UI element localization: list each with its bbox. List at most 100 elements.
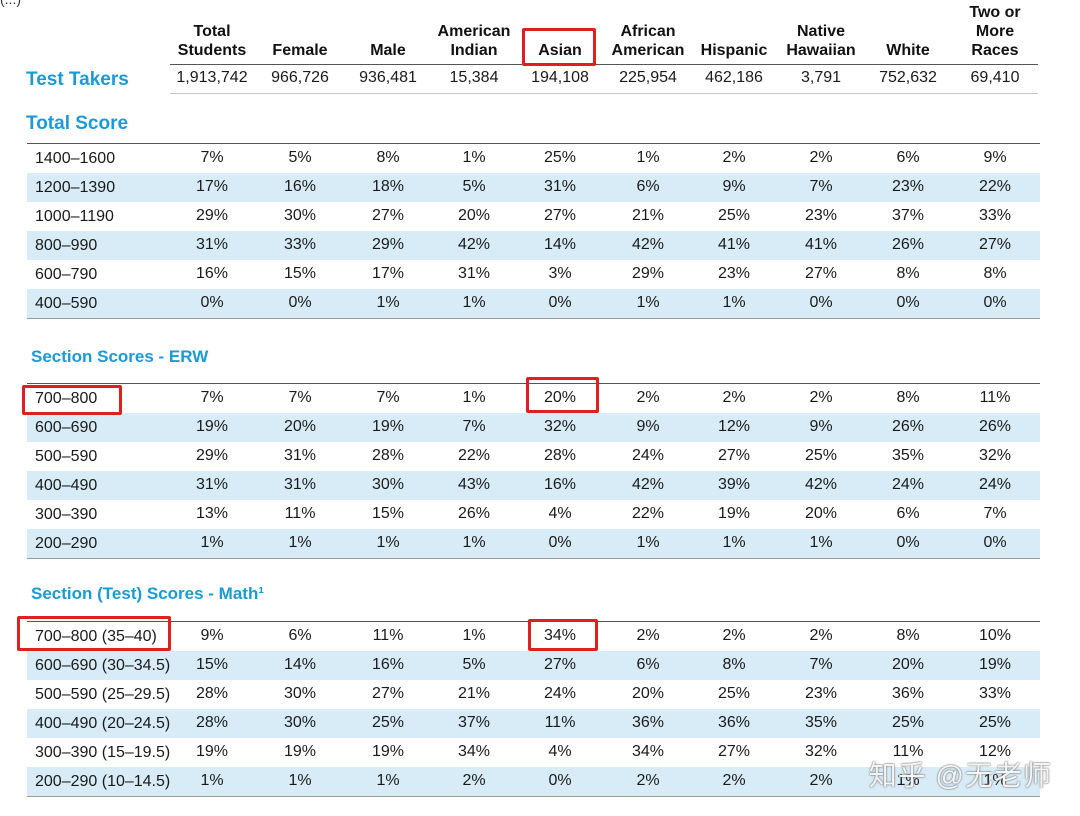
table-cell: 22% [457, 447, 491, 464]
math-score-table: 700–800 (35–40) 9% 6% 11% 1% 34% 2% 2% 2% 8% 10% 60… [27, 621, 1040, 797]
table-cell: 31% [283, 476, 317, 493]
table-cell: 18% [371, 178, 405, 195]
column-header: Male [333, 41, 443, 60]
table-cell: 15% [371, 505, 405, 522]
table-cell: 1% [376, 294, 400, 311]
table-row: 1200–1390 17% 16% 18% 5% 31% 6% 9% 7% 23% 22% [27, 173, 1040, 202]
table-cell: 7% [983, 505, 1007, 522]
test-takers-cell: 752,632 [879, 69, 937, 86]
table-cell: 5% [462, 178, 486, 195]
table-cell: 28% [195, 685, 229, 702]
table-cell: 2% [809, 627, 833, 644]
table-cell: 30% [371, 476, 405, 493]
table-cell: 30% [283, 685, 317, 702]
table-cell: 24% [978, 476, 1012, 493]
table-cell: 6% [896, 149, 920, 166]
table-cell: 15% [195, 656, 229, 673]
table-cell: 1% [200, 534, 224, 551]
table-cell: 16% [543, 476, 577, 493]
row-label: 500–590 (25–29.5) [35, 686, 171, 703]
table-cell: 1% [462, 149, 486, 166]
table-cell: 25% [804, 447, 838, 464]
row-label: 700–800 [35, 390, 98, 407]
row-label: 1400–1600 [35, 150, 116, 167]
table-cell: 25% [543, 149, 577, 166]
column-header: Hispanic [679, 41, 789, 60]
test-takers-label: Test Takers [26, 69, 129, 90]
table-cell: 33% [283, 236, 317, 253]
table-cell: 1% [983, 772, 1007, 789]
table-cell: 31% [195, 476, 229, 493]
table-cell: 11% [979, 389, 1011, 406]
column-header-line: Two or [969, 4, 1021, 21]
section-title-math: Section (Test) Scores - Math¹ [31, 584, 264, 603]
column-header-line: More [975, 23, 1015, 40]
table-cell: 42% [804, 476, 838, 493]
column-header: Asian [505, 41, 615, 60]
table-cell: 31% [543, 178, 577, 195]
table-cell: 29% [631, 265, 665, 282]
table-row: 400–490 31% 31% 30% 43% 16% 42% 39% 42% 24% 24% [27, 471, 1040, 500]
column-header-line: Hispanic [700, 42, 768, 59]
table-cell: 2% [722, 772, 746, 789]
table-cell: 24% [543, 685, 577, 702]
table-cell: 26% [978, 418, 1012, 435]
table-cell: 16% [195, 265, 229, 282]
row-label: 500–590 [35, 448, 98, 465]
table-cell: 9% [983, 149, 1007, 166]
table-row: 200–290 (10–14.5) 1% 1% 1% 2% 0% 2% 2% 2% 1% 1% [27, 767, 1040, 796]
table-cell: 42% [631, 236, 665, 253]
table-cell: 2% [722, 627, 746, 644]
test-takers-cell: 194,108 [531, 69, 589, 86]
table-cell: 27% [371, 685, 405, 702]
row-label: 700–800 (35–40) [35, 628, 157, 645]
table-cell: 25% [891, 714, 925, 731]
table-cell: 27% [371, 207, 405, 224]
table-cell: 7% [200, 389, 224, 406]
table-cell: 36% [717, 714, 751, 731]
table-cell: 9% [200, 627, 224, 644]
table-bottom-rule [27, 796, 1040, 797]
table-cell: 36% [631, 714, 665, 731]
table-cell: 1% [462, 389, 486, 406]
table-cell: 41% [717, 236, 751, 253]
table-cell: 30% [283, 207, 317, 224]
table-cell: 1% [722, 294, 746, 311]
table-row: 400–490 (20–24.5) 28% 30% 25% 37% 11% 36% 36% 35… [27, 709, 1040, 738]
table-row: 300–390 13% 11% 15% 26% 4% 22% 19% 20% 6% 7% [27, 500, 1040, 529]
table-cell: 1% [462, 534, 486, 551]
table-cell: 32% [543, 418, 577, 435]
table-cell: 8% [722, 656, 746, 673]
table-cell: 24% [891, 476, 925, 493]
table-cell: 21% [631, 207, 665, 224]
column-header: Total Students [157, 22, 267, 60]
table-cell: 0% [288, 294, 312, 311]
row-label: 400–490 (20–24.5) [35, 715, 171, 732]
table-row: 700–800 7% 7% 7% 1% 20% 2% 2% 2% 8% 11% [27, 384, 1040, 413]
table-cell: 0% [896, 534, 920, 551]
table-cell: 0% [200, 294, 224, 311]
table-row: 400–590 0% 0% 1% 1% 0% 1% 1% 0% 0% 0% [27, 289, 1040, 318]
table-top-rule [27, 143, 1040, 144]
table-cell: 8% [896, 265, 920, 282]
table-cell: 25% [978, 714, 1012, 731]
table-cell: 2% [722, 389, 746, 406]
test-takers-cell: 966,726 [271, 69, 329, 86]
section-title-total-score: Total Score [26, 113, 129, 134]
table-cell: 1% [636, 294, 660, 311]
row-label: 300–390 (15–19.5) [35, 744, 171, 761]
column-header: Two or More Races [940, 3, 1050, 60]
table-cell: 11% [892, 743, 924, 760]
table-cell: 27% [543, 207, 577, 224]
table-cell: 10% [978, 627, 1012, 644]
table-cell: 1% [376, 772, 400, 789]
table-cell: 7% [376, 389, 400, 406]
table-cell: 20% [804, 505, 838, 522]
table-cell: 37% [457, 714, 491, 731]
row-label: 600–690 [35, 419, 98, 436]
table-cell: 23% [891, 178, 925, 195]
table-cell: 19% [195, 743, 229, 760]
table-row: 500–590 (25–29.5) 28% 30% 27% 21% 24% 20% 25% 23… [27, 680, 1040, 709]
table-cell: 7% [809, 178, 833, 195]
table-cell: 32% [804, 743, 838, 760]
